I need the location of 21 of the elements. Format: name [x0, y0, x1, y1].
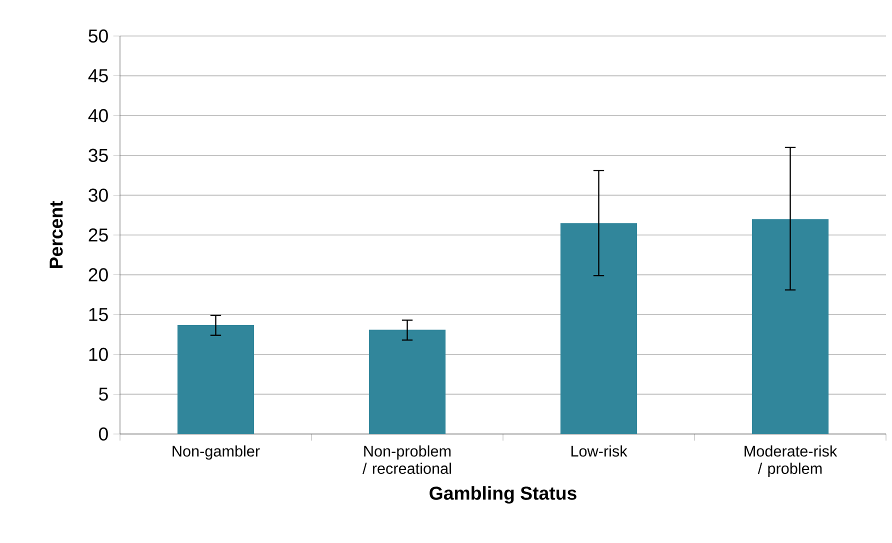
x-tick-label: Moderate-risk / problem — [744, 445, 838, 477]
x-axis-title: Gambling Status — [430, 486, 576, 504]
y-tick-label: 5 — [99, 388, 108, 401]
y-tick-label: 45 — [88, 69, 108, 82]
y-tick-label: 50 — [88, 29, 108, 43]
y-tick-label: 25 — [88, 228, 108, 242]
x-tick-label: Non-problem / recreational — [362, 445, 451, 474]
y-tick-label: 30 — [88, 188, 108, 202]
bar — [560, 223, 638, 434]
y-tick-label: 35 — [88, 148, 108, 162]
y-tick-label: 0 — [98, 427, 108, 441]
y-tick-label: 40 — [88, 108, 108, 122]
bar — [177, 324, 254, 434]
bar — [368, 330, 446, 434]
y-axis-title: Percent — [50, 201, 63, 268]
y-tick-label: 10 — [89, 348, 108, 362]
x-tick-label: Non-gambler — [172, 445, 260, 460]
y-tick-label: 20 — [88, 268, 108, 282]
x-tick-label: Low-risk — [571, 445, 628, 457]
bar — [752, 219, 829, 434]
y-tick-label: 15 — [89, 308, 108, 322]
